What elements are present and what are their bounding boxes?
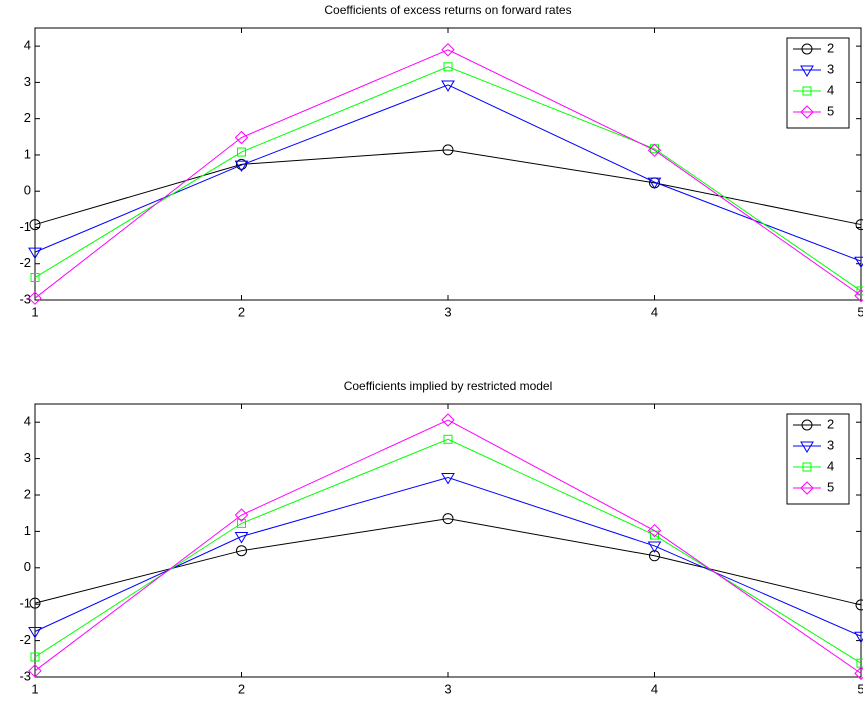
- legend-label: 2: [827, 416, 834, 431]
- marker: [237, 518, 246, 528]
- legend-label: 5: [827, 479, 834, 494]
- x-tick-label: 2: [238, 681, 245, 696]
- axes-box: [34, 403, 862, 678]
- marker: [234, 160, 249, 173]
- legend-label: 2: [827, 40, 834, 55]
- x-tick-label: 3: [444, 304, 451, 319]
- series-line: [34, 66, 862, 292]
- y-tick-label: 3: [24, 74, 31, 89]
- legend-label: 4: [827, 82, 834, 97]
- y-tick-label: -2: [19, 255, 31, 270]
- marker: [28, 247, 42, 260]
- y-tick-label: 1: [24, 146, 31, 161]
- marker: [29, 597, 41, 609]
- y-tick-label: 0: [24, 559, 31, 574]
- marker: [800, 441, 814, 453]
- marker: [800, 65, 814, 77]
- y-tick-label: 4: [24, 414, 31, 429]
- y-tick-label: -3: [19, 291, 31, 306]
- marker: [854, 631, 863, 644]
- marker: [802, 86, 812, 96]
- y-tick-label: 0: [24, 183, 31, 198]
- y-tick-label: 3: [24, 450, 31, 465]
- y-tick-label: 2: [24, 110, 31, 125]
- marker: [855, 219, 863, 231]
- y-tick-label: 1: [24, 523, 31, 538]
- legend-label: 3: [827, 437, 834, 452]
- x-tick-label: 1: [31, 681, 38, 696]
- marker: [234, 130, 249, 145]
- marker: [801, 419, 813, 431]
- marker: [30, 273, 40, 283]
- legend-box: [786, 413, 850, 505]
- marker: [236, 158, 247, 170]
- marker: [854, 666, 863, 681]
- marker: [800, 481, 814, 495]
- y-tick-label: -3: [19, 668, 31, 683]
- marker: [800, 105, 814, 119]
- x-tick-label: 5: [857, 304, 863, 319]
- marker: [647, 177, 662, 190]
- marker: [30, 652, 40, 662]
- marker: [441, 43, 455, 57]
- y-tick-label: -1: [19, 596, 31, 611]
- series-line: [34, 419, 862, 674]
- x-tick-label: 4: [651, 304, 658, 319]
- marker: [441, 80, 455, 92]
- y-tick-label: 4: [24, 38, 31, 53]
- marker: [236, 545, 247, 557]
- marker: [234, 531, 249, 544]
- marker: [801, 43, 813, 55]
- axes-box: [34, 27, 862, 301]
- marker: [29, 219, 41, 231]
- series-line: [34, 49, 862, 299]
- marker: [647, 523, 662, 538]
- x-tick-label: 5: [857, 681, 863, 696]
- marker: [442, 513, 454, 525]
- chart-title: Coefficients implied by restricted model: [344, 379, 553, 393]
- marker: [28, 627, 42, 639]
- legend-label: 5: [827, 103, 834, 118]
- legend-label: 3: [827, 61, 834, 76]
- legend-label: 4: [827, 458, 834, 473]
- chart: Coefficients of excess returns on forwar…: [19, 3, 863, 319]
- marker: [854, 256, 863, 269]
- marker: [237, 147, 246, 157]
- chart: Coefficients implied by restricted model…: [19, 379, 863, 696]
- y-tick-label: 2: [24, 486, 31, 501]
- marker: [28, 291, 42, 305]
- marker: [856, 286, 863, 296]
- chart-title: Coefficients of excess returns on forwar…: [324, 3, 571, 17]
- legend-box: [786, 37, 850, 129]
- x-tick-label: 2: [238, 304, 245, 319]
- marker: [28, 664, 42, 678]
- marker: [441, 413, 455, 427]
- marker: [443, 434, 453, 444]
- x-tick-label: 3: [444, 681, 451, 696]
- marker: [441, 473, 455, 485]
- marker: [855, 599, 863, 611]
- marker: [442, 144, 454, 156]
- y-tick-label: -2: [19, 632, 31, 647]
- marker: [647, 541, 662, 553]
- marker: [854, 288, 863, 303]
- y-tick-label: -1: [19, 219, 31, 234]
- marker: [443, 62, 453, 72]
- marker: [234, 508, 249, 522]
- x-tick-label: 4: [651, 681, 658, 696]
- marker: [647, 143, 662, 157]
- x-tick-label: 1: [31, 304, 38, 319]
- marker: [802, 462, 812, 472]
- marker: [649, 550, 660, 562]
